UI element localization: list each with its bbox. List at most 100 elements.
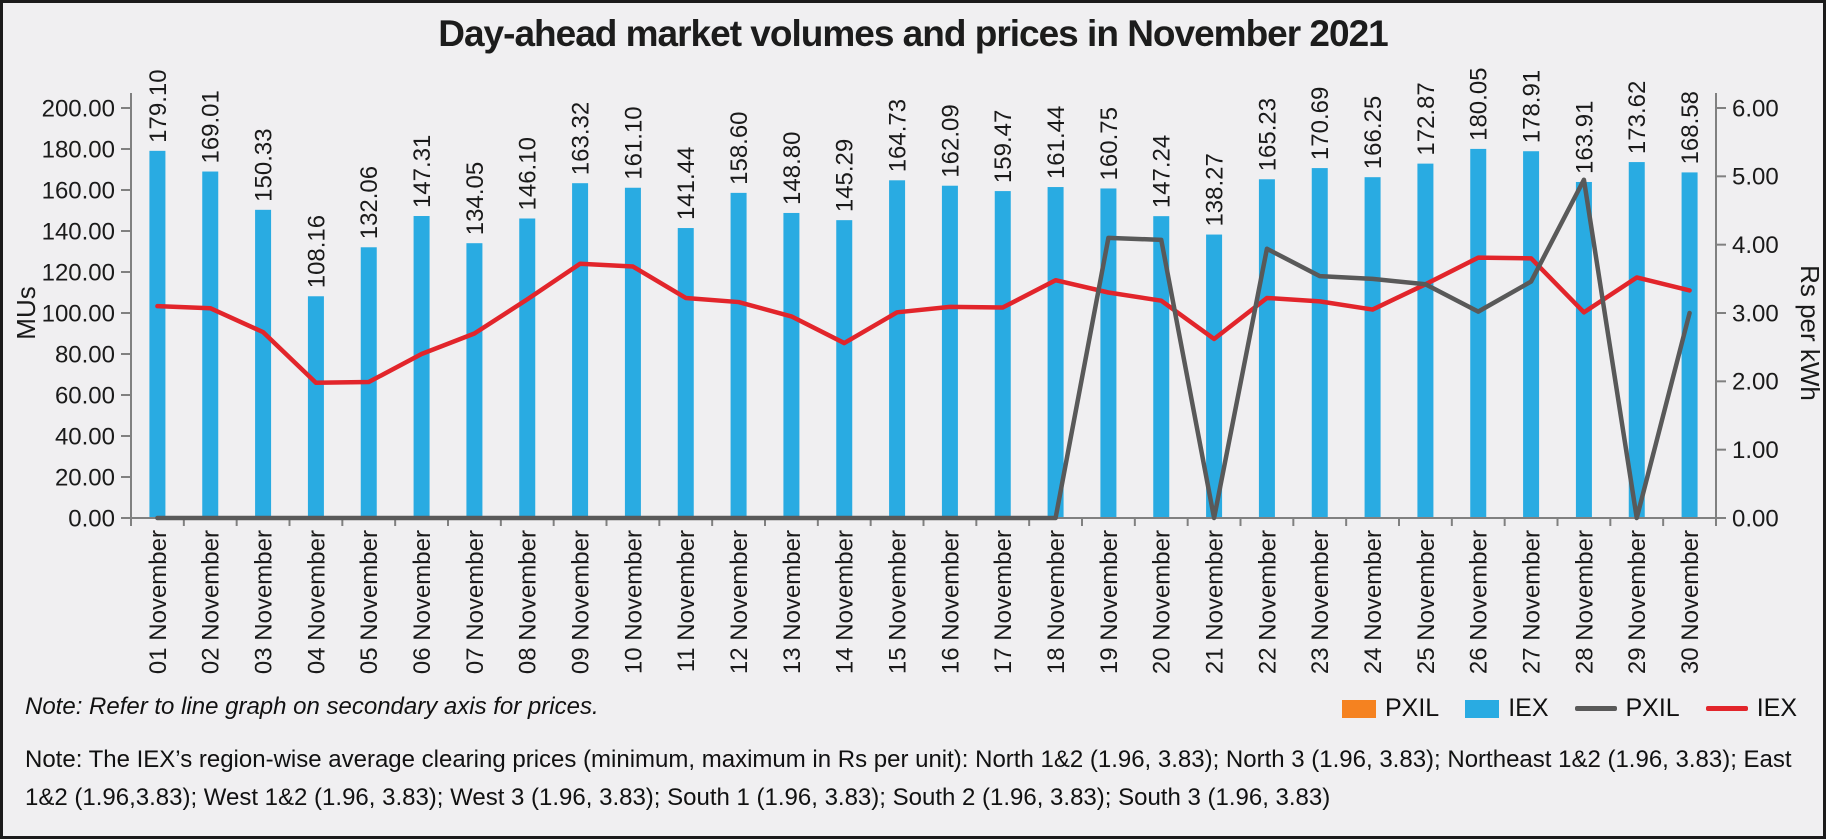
iex-price-line — [155, 255, 1692, 385]
bar-iex-3 — [255, 209, 272, 519]
bar-value-label-8: 146.10 — [515, 137, 542, 210]
bar-iex-21 — [1206, 234, 1223, 518]
legend-item-line-pxil: PXIL — [1574, 694, 1680, 723]
y-axis-title-right: Rs per kWh — [1795, 265, 1825, 401]
x-tick-label-28: 28 November — [1571, 530, 1598, 674]
legend-swatch-icon — [1465, 699, 1500, 718]
legend-swatch-icon — [1342, 699, 1376, 718]
x-tick-label-18: 18 November — [1043, 530, 1070, 674]
bar-iex-13 — [783, 212, 800, 518]
legend-label: IEX — [1508, 694, 1549, 722]
bar-iex-22 — [1258, 179, 1275, 518]
x-tick-label-20: 20 November — [1149, 530, 1176, 674]
bar-iex-12 — [730, 192, 747, 518]
x-tick-label-6: 06 November — [409, 530, 436, 674]
bar-iex-17 — [994, 191, 1011, 519]
x-tick-label-2: 02 November — [198, 530, 225, 674]
bar-iex-15 — [889, 180, 906, 518]
pxil-price-line — [155, 177, 1692, 521]
x-tick-label-8: 08 November — [515, 530, 542, 674]
y-tick-label-right: 5.00 — [1732, 164, 1779, 191]
bar-value-label-25: 172.87 — [1413, 82, 1440, 155]
bar-iex-11 — [677, 228, 694, 518]
bar-value-label-10: 161.10 — [620, 106, 647, 179]
legend-label: IEX — [1756, 694, 1797, 722]
x-tick-label-15: 15 November — [884, 530, 911, 674]
bar-value-label-11: 141.44 — [673, 147, 700, 220]
x-tick-label-26: 26 November — [1466, 530, 1493, 674]
legend-line-icon — [1705, 706, 1748, 711]
y-tick-label-right: 4.00 — [1732, 232, 1779, 259]
legend-label: PXIL — [1625, 694, 1680, 722]
bar-value-label-16: 162.09 — [937, 104, 964, 177]
bar-value-label-5: 132.06 — [356, 166, 383, 239]
y-tick-label-right: 6.00 — [1732, 95, 1779, 122]
y-tick-label-left: 40.00 — [55, 423, 115, 450]
bar-iex-30 — [1681, 172, 1698, 518]
bar-iex-2 — [202, 171, 219, 519]
bar-iex-20 — [1153, 216, 1170, 518]
bar-iex-25 — [1417, 163, 1434, 518]
x-tick-label-7: 07 November — [462, 530, 489, 674]
x-tick-label-1: 01 November — [145, 530, 172, 674]
x-tick-label-3: 03 November — [250, 530, 277, 674]
x-tick-label-23: 23 November — [1307, 530, 1334, 674]
bar-value-label-24: 166.25 — [1360, 96, 1387, 169]
y-tick-label-right: 3.00 — [1732, 300, 1779, 327]
legend-label: PXIL — [1385, 694, 1440, 722]
x-tick-label-10: 10 November — [620, 530, 647, 674]
bar-iex-1 — [149, 150, 166, 518]
x-tick-label-22: 22 November — [1254, 530, 1281, 674]
bar-value-label-9: 163.32 — [567, 102, 594, 175]
bar-value-label-4: 108.16 — [303, 215, 330, 288]
y-tick-label-left: 200.00 — [42, 95, 115, 122]
bar-value-label-18: 161.44 — [1043, 106, 1070, 179]
chart-title: Day-ahead market volumes and prices in N… — [438, 13, 1389, 54]
bar-value-label-2: 169.01 — [198, 90, 225, 163]
bar-iex-8 — [519, 218, 536, 518]
bar-value-label-6: 147.31 — [409, 135, 436, 208]
y-tick-label-left: 100.00 — [42, 300, 115, 327]
y-tick-label-left: 60.00 — [55, 382, 115, 409]
x-tick-label-21: 21 November — [1201, 530, 1228, 674]
y-tick-label-left: 20.00 — [55, 464, 115, 491]
legend-item-line-iex: IEX — [1705, 694, 1797, 723]
x-tick-label-29: 29 November — [1624, 530, 1651, 674]
legend-item-swatch-iex: IEX — [1465, 694, 1549, 723]
y-tick-label-right: 1.00 — [1732, 437, 1779, 464]
bar-value-label-3: 150.33 — [250, 128, 277, 201]
bar-value-label-20: 147.24 — [1149, 135, 1176, 208]
legend-line-icon — [1574, 706, 1617, 711]
bar-value-label-15: 164.73 — [884, 99, 911, 172]
note-region-prices: Note: The IEX’s region-wise average clea… — [25, 746, 1792, 811]
bar-iex-4 — [307, 296, 324, 518]
legend: PXIL IEX PXIL IEX — [1342, 694, 1797, 723]
bar-iex-28 — [1575, 181, 1592, 518]
bar-iex-16 — [941, 185, 958, 518]
bar-value-label-23: 170.69 — [1307, 87, 1334, 160]
y-tick-label-left: 140.00 — [42, 218, 115, 245]
x-tick-label-19: 19 November — [1096, 530, 1123, 674]
x-tick-label-13: 13 November — [779, 530, 806, 674]
x-tick-label-27: 27 November — [1518, 530, 1545, 674]
y-tick-label-left: 180.00 — [42, 136, 115, 163]
x-tick-label-5: 05 November — [356, 530, 383, 674]
y-tick-label-left: 160.00 — [42, 177, 115, 204]
bar-value-label-29: 173.62 — [1624, 81, 1651, 154]
x-tick-label-9: 09 November — [567, 530, 594, 674]
bar-value-label-7: 134.05 — [462, 162, 489, 235]
bar-iex-24 — [1364, 177, 1381, 518]
y-tick-label-left: 80.00 — [55, 341, 115, 368]
x-tick-label-12: 12 November — [726, 530, 753, 674]
x-tick-label-24: 24 November — [1360, 530, 1387, 674]
bar-iex-27 — [1523, 151, 1540, 518]
bar-iex-9 — [572, 183, 589, 518]
y-tick-label-left: 120.00 — [42, 259, 115, 286]
x-tick-label-4: 04 November — [303, 530, 330, 674]
bar-value-label-12: 158.60 — [726, 111, 753, 184]
y-tick-label-left: 0.00 — [68, 505, 115, 532]
bar-value-label-28: 163.91 — [1571, 101, 1598, 174]
legend-item-swatch-pxil: PXIL — [1342, 694, 1439, 723]
bar-value-label-1: 179.10 — [145, 69, 172, 142]
bar-value-label-30: 168.58 — [1677, 91, 1704, 164]
